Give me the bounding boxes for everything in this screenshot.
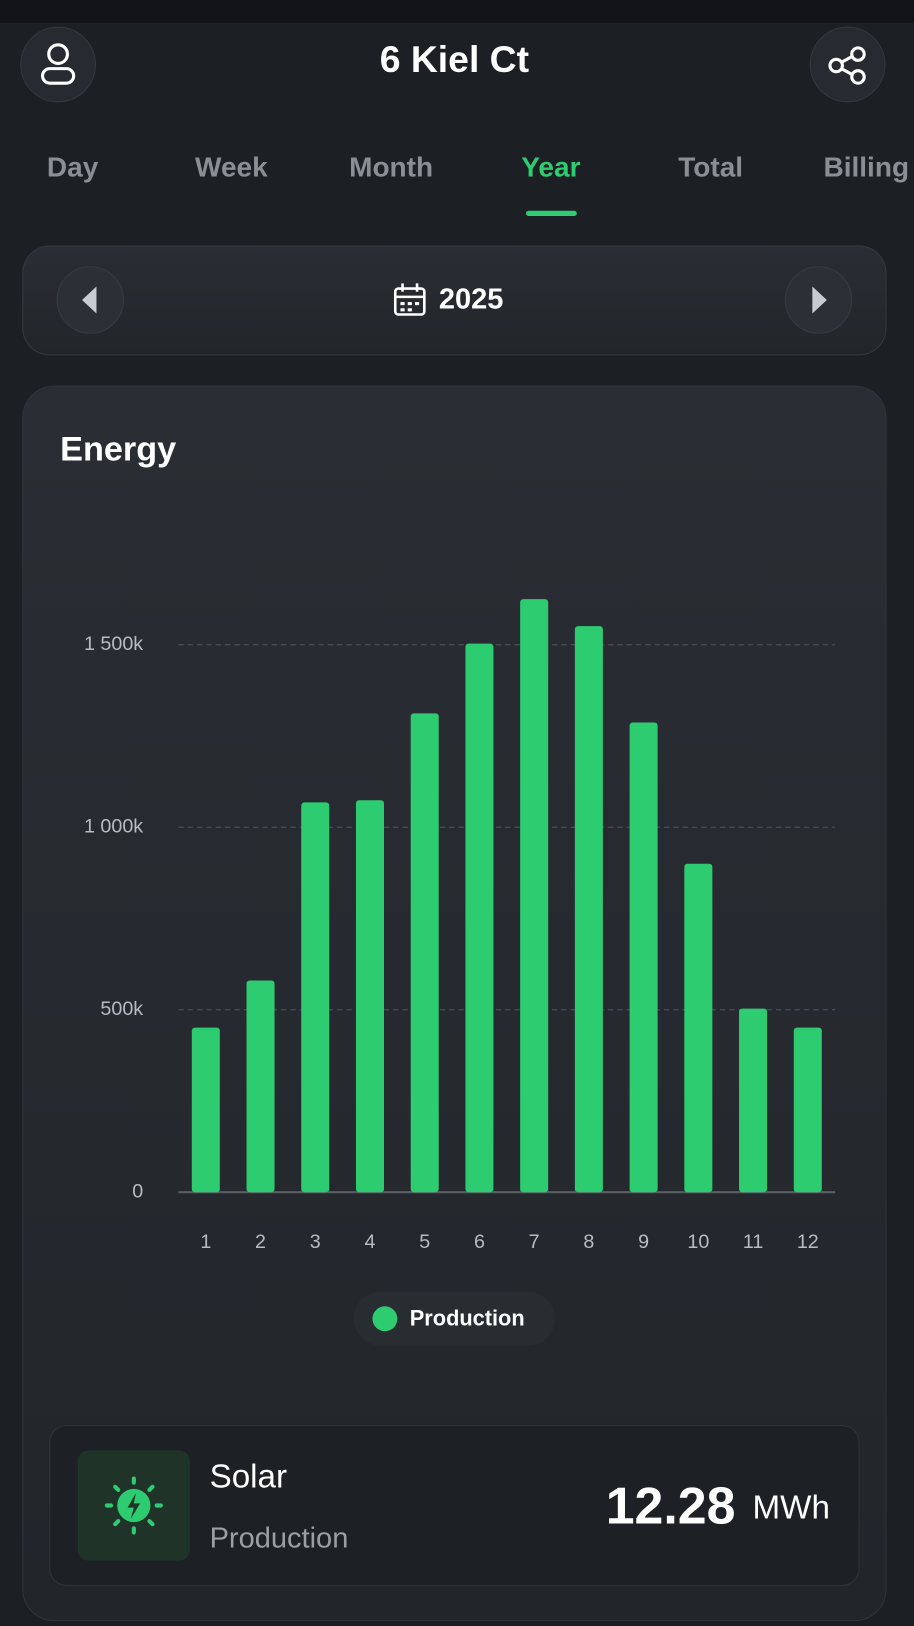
x-tick-label: 8 [583, 1231, 594, 1253]
x-tick-label: 1 [200, 1231, 211, 1253]
tab-indicator [525, 210, 577, 216]
bar [465, 643, 494, 1193]
x-tick-label: 11 [743, 1231, 763, 1253]
summary-name: Solar [210, 1458, 287, 1495]
bar [574, 626, 603, 1193]
next-button[interactable] [784, 266, 853, 334]
bar [246, 980, 275, 1193]
summary-label: Production [210, 1522, 349, 1554]
legend-swatch [372, 1306, 398, 1332]
y-tick-label: 0 [132, 1180, 143, 1202]
period-selector [22, 245, 887, 356]
tab[interactable]: Billing [824, 152, 910, 183]
x-tick-label: 10 [687, 1231, 709, 1253]
summary-unit: MWh [753, 1489, 830, 1526]
x-tick-label: 3 [310, 1231, 321, 1253]
bar [301, 802, 330, 1193]
bar [629, 722, 658, 1193]
x-tick-label: 5 [419, 1231, 430, 1253]
legend-label: Production [410, 1306, 525, 1331]
summary-value: 12.28 MWh [606, 1476, 830, 1534]
summary-card [49, 1425, 860, 1586]
bar [684, 863, 713, 1193]
previous-button[interactable] [56, 266, 124, 334]
bar [520, 599, 549, 1193]
x-tick-label: 6 [474, 1231, 485, 1253]
share-button[interactable] [809, 26, 886, 103]
x-tick-label: 7 [529, 1231, 540, 1253]
energy-card [22, 385, 887, 1622]
x-tick-label: 12 [797, 1231, 819, 1253]
bar [355, 800, 384, 1193]
y-tick-label: 1 000k [84, 815, 143, 837]
tab[interactable]: Day [47, 152, 99, 183]
y-tick-label: 1 500k [84, 633, 143, 655]
x-tick-label: 9 [638, 1231, 649, 1253]
legend[interactable] [353, 1291, 556, 1346]
status-bar [0, 0, 914, 23]
calendar-icon [393, 283, 426, 316]
tab[interactable]: Month [349, 152, 433, 183]
tab[interactable]: Total [678, 152, 743, 183]
card-title: Energy [60, 430, 176, 468]
bar [191, 1027, 220, 1193]
summary-number: 12.28 [606, 1476, 736, 1534]
bar [793, 1027, 822, 1193]
tab[interactable]: Week [195, 152, 268, 183]
page-title: 6 Kiel Ct [380, 38, 529, 80]
bar [739, 1008, 768, 1193]
bar [410, 713, 439, 1193]
x-tick-label: 2 [255, 1231, 266, 1253]
profile-button[interactable] [20, 26, 96, 103]
solar-icon [77, 1450, 190, 1561]
tab-active[interactable]: Year [521, 152, 580, 183]
x-tick-label: 4 [364, 1231, 375, 1253]
period-label: 2025 [439, 284, 504, 316]
y-tick-label: 500k [100, 998, 143, 1020]
